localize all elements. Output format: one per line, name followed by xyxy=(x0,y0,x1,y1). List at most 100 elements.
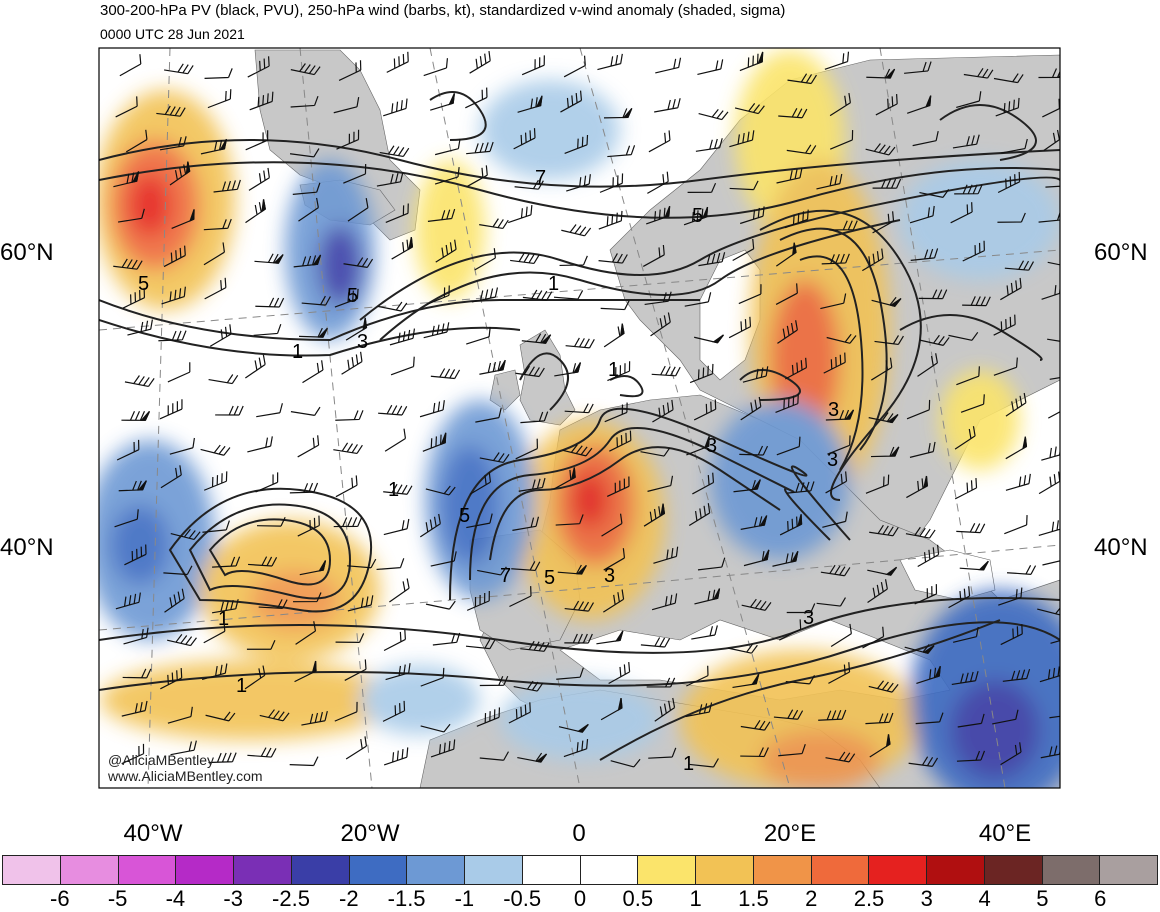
wind-barb xyxy=(117,208,145,223)
wind-barb xyxy=(1045,176,1060,188)
wind-barb xyxy=(164,63,194,75)
wind-barb xyxy=(477,566,507,576)
wind-barb xyxy=(948,331,979,341)
wind-barb xyxy=(113,171,140,188)
contour-label: 1 xyxy=(608,359,619,381)
lon-label-0: 0 xyxy=(572,820,586,847)
wind-barb xyxy=(560,90,583,113)
wind-barb xyxy=(514,179,544,190)
wind-barb xyxy=(692,472,715,495)
wind-barb xyxy=(432,632,461,646)
wind-barb xyxy=(553,467,576,490)
wind-barb xyxy=(647,475,674,492)
wind-barb xyxy=(290,63,321,76)
wind-barb xyxy=(740,396,762,421)
wind-barb xyxy=(207,89,232,109)
wind-barb xyxy=(1042,549,1060,566)
wind-barb xyxy=(301,295,331,306)
wind-barb xyxy=(167,633,197,647)
wind-barb xyxy=(909,205,935,224)
wind-barb xyxy=(691,625,718,640)
wind-barb xyxy=(917,544,940,567)
wind-barb xyxy=(777,320,798,344)
wind-barb xyxy=(290,406,321,416)
wind-barb xyxy=(469,50,491,74)
wind-barb xyxy=(647,171,669,194)
wind-barb xyxy=(343,164,367,184)
wind-barb xyxy=(479,751,509,761)
lon-label-40w: 40°W xyxy=(123,820,183,847)
wind-barb xyxy=(956,523,986,534)
wind-barb xyxy=(870,446,900,458)
contour-label: 3 xyxy=(706,435,717,457)
wind-barb xyxy=(508,702,531,724)
wind-barb xyxy=(1041,443,1060,461)
colorbar-tick-label: 0.5 xyxy=(622,886,654,911)
contour-label: 5 xyxy=(138,273,149,295)
wind-barb xyxy=(293,254,322,268)
wind-barb xyxy=(430,368,461,380)
colorbar-cell xyxy=(580,856,639,884)
wind-barb xyxy=(825,751,856,763)
wind-barb xyxy=(345,317,368,341)
wind-barb xyxy=(386,51,409,73)
wind-barb xyxy=(1038,471,1060,495)
wind-barb xyxy=(954,477,978,500)
contour-label: 5 xyxy=(544,567,555,589)
wind-barb xyxy=(345,736,368,760)
wind-barb xyxy=(867,579,888,604)
wind-barb xyxy=(389,328,416,346)
wind-barb xyxy=(245,354,266,379)
wind-barb xyxy=(822,511,848,528)
wind-barb xyxy=(772,551,799,567)
wind-barb xyxy=(512,516,540,531)
wind-barb xyxy=(517,752,548,763)
wind-barb xyxy=(829,130,854,150)
contour-label: 1 xyxy=(548,273,559,295)
contour-label: 3 xyxy=(604,565,615,587)
wind-barb xyxy=(643,503,666,527)
wind-barb xyxy=(169,161,191,186)
wind-barb xyxy=(209,324,232,347)
wind-barb xyxy=(695,138,723,152)
wind-barb xyxy=(997,171,1021,194)
wind-barb xyxy=(564,134,589,155)
wind-barb xyxy=(739,206,765,225)
wind-barb xyxy=(343,257,374,268)
wind-barb xyxy=(741,598,772,611)
wind-barb xyxy=(778,744,806,757)
wind-barb xyxy=(383,747,409,766)
wind-barb xyxy=(600,300,630,311)
wind-barb xyxy=(390,356,415,376)
wind-barb xyxy=(906,399,931,420)
wind-barb xyxy=(389,578,410,603)
wind-barb xyxy=(743,549,770,567)
wind-barb xyxy=(476,707,501,727)
wind-barb xyxy=(164,588,185,613)
wind-barb xyxy=(653,546,679,564)
wind-barb xyxy=(420,723,451,733)
wind-barb xyxy=(254,253,284,264)
wind-barb xyxy=(562,444,593,457)
wind-barb xyxy=(956,750,986,762)
wind-barb xyxy=(820,293,847,310)
wind-barb xyxy=(382,700,406,722)
wind-barb xyxy=(871,357,893,381)
wind-barb xyxy=(821,253,850,265)
wind-barb xyxy=(479,218,509,230)
wind-barb xyxy=(648,130,671,153)
wind-barb xyxy=(779,514,803,536)
wind-barb xyxy=(689,363,714,384)
wind-barb xyxy=(204,68,233,79)
wind-barb xyxy=(919,189,950,198)
wind-barb xyxy=(116,439,140,461)
wind-barb xyxy=(775,393,799,413)
wind-barb xyxy=(727,643,758,654)
wind-barb xyxy=(249,91,274,111)
wind-barb xyxy=(248,556,278,567)
wind-barb xyxy=(688,503,711,527)
wind-barb xyxy=(391,237,414,260)
wind-barb xyxy=(684,292,712,307)
wind-barb xyxy=(868,680,899,693)
wind-barb xyxy=(689,758,719,768)
